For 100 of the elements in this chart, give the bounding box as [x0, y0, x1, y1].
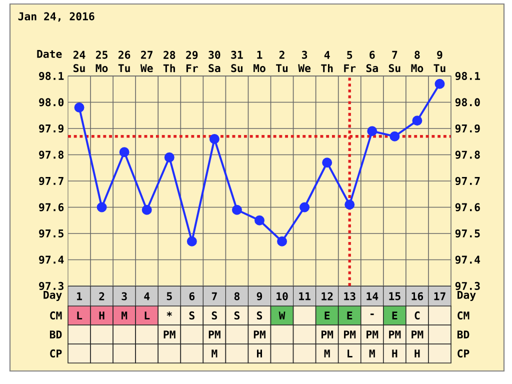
text: L [144, 312, 150, 320]
x2-tick-label: 28 Th [163, 50, 176, 72]
point [344, 200, 355, 210]
chart-title: Jan 24, 2016 [18, 12, 94, 22]
text: S [212, 311, 217, 320]
text: S [256, 311, 262, 320]
text: PM [322, 330, 334, 338]
x-tick-label: 13 [344, 292, 356, 300]
point [186, 236, 197, 246]
text: H [414, 350, 420, 358]
category-label: CM [50, 311, 62, 320]
y-tick-label: 98.1 [39, 72, 64, 80]
category-label: CP [458, 349, 470, 358]
text: PM [208, 330, 220, 338]
text: W [278, 312, 286, 320]
point [232, 204, 242, 215]
text: M [122, 312, 128, 320]
category-label: CP [50, 349, 62, 358]
text: H [256, 350, 262, 358]
point [164, 152, 174, 162]
text: E [392, 312, 398, 320]
point [142, 204, 152, 215]
y-tick-label: 98.0 [39, 98, 64, 106]
category-label: BD [50, 330, 62, 338]
x2-tick-label: 26 Tu [118, 50, 130, 72]
point [254, 215, 264, 226]
x2-tick-label: 9 Tu [434, 50, 446, 72]
point [412, 116, 422, 126]
text: S [189, 311, 194, 320]
text: H [392, 350, 398, 358]
text: L [348, 350, 352, 358]
y2-tick-label: 97.6 [455, 203, 480, 212]
x-tick-label: 1 [77, 292, 82, 300]
y-tick-label: 97.3 [39, 282, 64, 290]
text: PM [389, 330, 401, 338]
x-axis-title: Day [44, 290, 62, 301]
text: * [166, 312, 172, 316]
x-tick-label: 6 [189, 292, 195, 300]
x2-tick-label: 31 Su [231, 50, 243, 72]
point [209, 134, 220, 144]
text: C [414, 311, 420, 320]
text: M [369, 350, 375, 358]
x2-tick-label: 2 Tu [276, 50, 288, 72]
text: - [370, 314, 374, 316]
point [367, 126, 378, 136]
x-tick-label: 11 [299, 292, 310, 300]
x2-tick-label: 8 Mo [411, 50, 424, 72]
x-tick-label: 2 [99, 292, 104, 300]
category-label: BD [457, 330, 470, 338]
y2-tick-label: 97.3 [455, 282, 480, 290]
y2-tick-label: 98.1 [455, 72, 480, 80]
point [96, 202, 107, 212]
text: E [324, 312, 330, 320]
x-tick-label: 12 [322, 292, 333, 300]
x2-tick-label: 27 We [140, 50, 153, 72]
y2-tick-label: 97.4 [455, 256, 480, 264]
y-tick-label: 97.6 [39, 203, 64, 212]
y2-tick-label: 97.9 [455, 124, 480, 133]
y-tick-label: 97.8 [39, 150, 64, 159]
x2-tick-label: 3 We [298, 50, 311, 72]
x2-tick-label: 30 Sa [208, 50, 220, 72]
text: S [234, 311, 240, 320]
category-label: CM [458, 311, 470, 320]
text: PM [366, 330, 378, 338]
x-tick-label: 17 [434, 292, 446, 300]
point [74, 102, 84, 112]
y-tick-label: 97.4 [39, 256, 64, 264]
text: H [99, 312, 104, 320]
x-tick-label: 5 [166, 292, 172, 300]
text: Day [458, 290, 476, 301]
x2-tick-label: 4 Th [321, 51, 333, 72]
x-tick-label: 15 [389, 292, 400, 300]
text: M [324, 350, 330, 358]
x-tick-label: 4 [144, 292, 150, 300]
text: L [77, 312, 82, 320]
text: PM [344, 330, 356, 338]
y-tick-label: 97.5 [39, 229, 64, 238]
point [119, 147, 130, 158]
x2-tick-label: 7 Su [388, 50, 400, 72]
y2-tick-label: 97.8 [455, 150, 480, 159]
x2-tick-label: 24 Su [73, 50, 86, 72]
x2-tick-label: 6 Sa [366, 50, 378, 72]
y-tick-label: 97.7 [39, 176, 64, 186]
text: PM [164, 330, 176, 338]
point [300, 202, 310, 212]
point [434, 78, 445, 89]
y2-tick-label: 97.5 [455, 229, 480, 238]
text: M [212, 350, 218, 358]
x2-tick-label: 25 Mo [96, 50, 108, 72]
x-tick-label: 7 [212, 292, 217, 300]
x-tick-label: 10 [276, 292, 288, 300]
text: PM [412, 330, 424, 338]
text: E [347, 312, 352, 320]
x-tick-label: 14 [366, 292, 378, 300]
x2-tick-label: 1 Mo [254, 50, 266, 72]
x-tick-label: 16 [412, 292, 424, 300]
x-tick-label: 3 [122, 292, 127, 300]
x2-tick-label: 5 Fr [344, 51, 356, 72]
point [277, 236, 288, 246]
text: PM [254, 330, 266, 338]
